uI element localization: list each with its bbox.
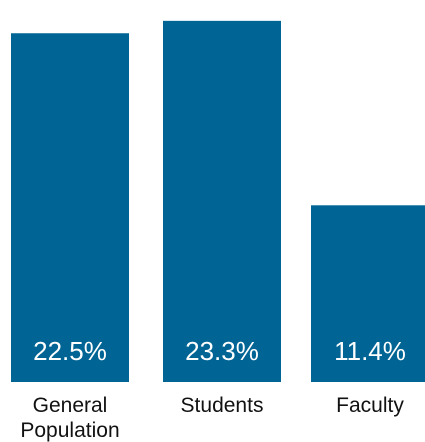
value-label: 22.5%	[33, 336, 107, 366]
category-label: Faculty	[336, 394, 404, 417]
bars-group	[11, 20, 425, 382]
bar-students	[163, 20, 281, 382]
category-label: Students	[181, 394, 264, 417]
category-label: General Population	[20, 394, 119, 442]
value-label: 11.4%	[334, 336, 406, 366]
bar-general-population	[11, 33, 129, 382]
value-labels-group: 22.5% 23.3% 11.4%	[33, 336, 406, 366]
value-label: 23.3%	[185, 336, 259, 366]
bar-faculty	[311, 205, 425, 382]
category-labels-group: General Population Students Faculty	[20, 394, 404, 442]
